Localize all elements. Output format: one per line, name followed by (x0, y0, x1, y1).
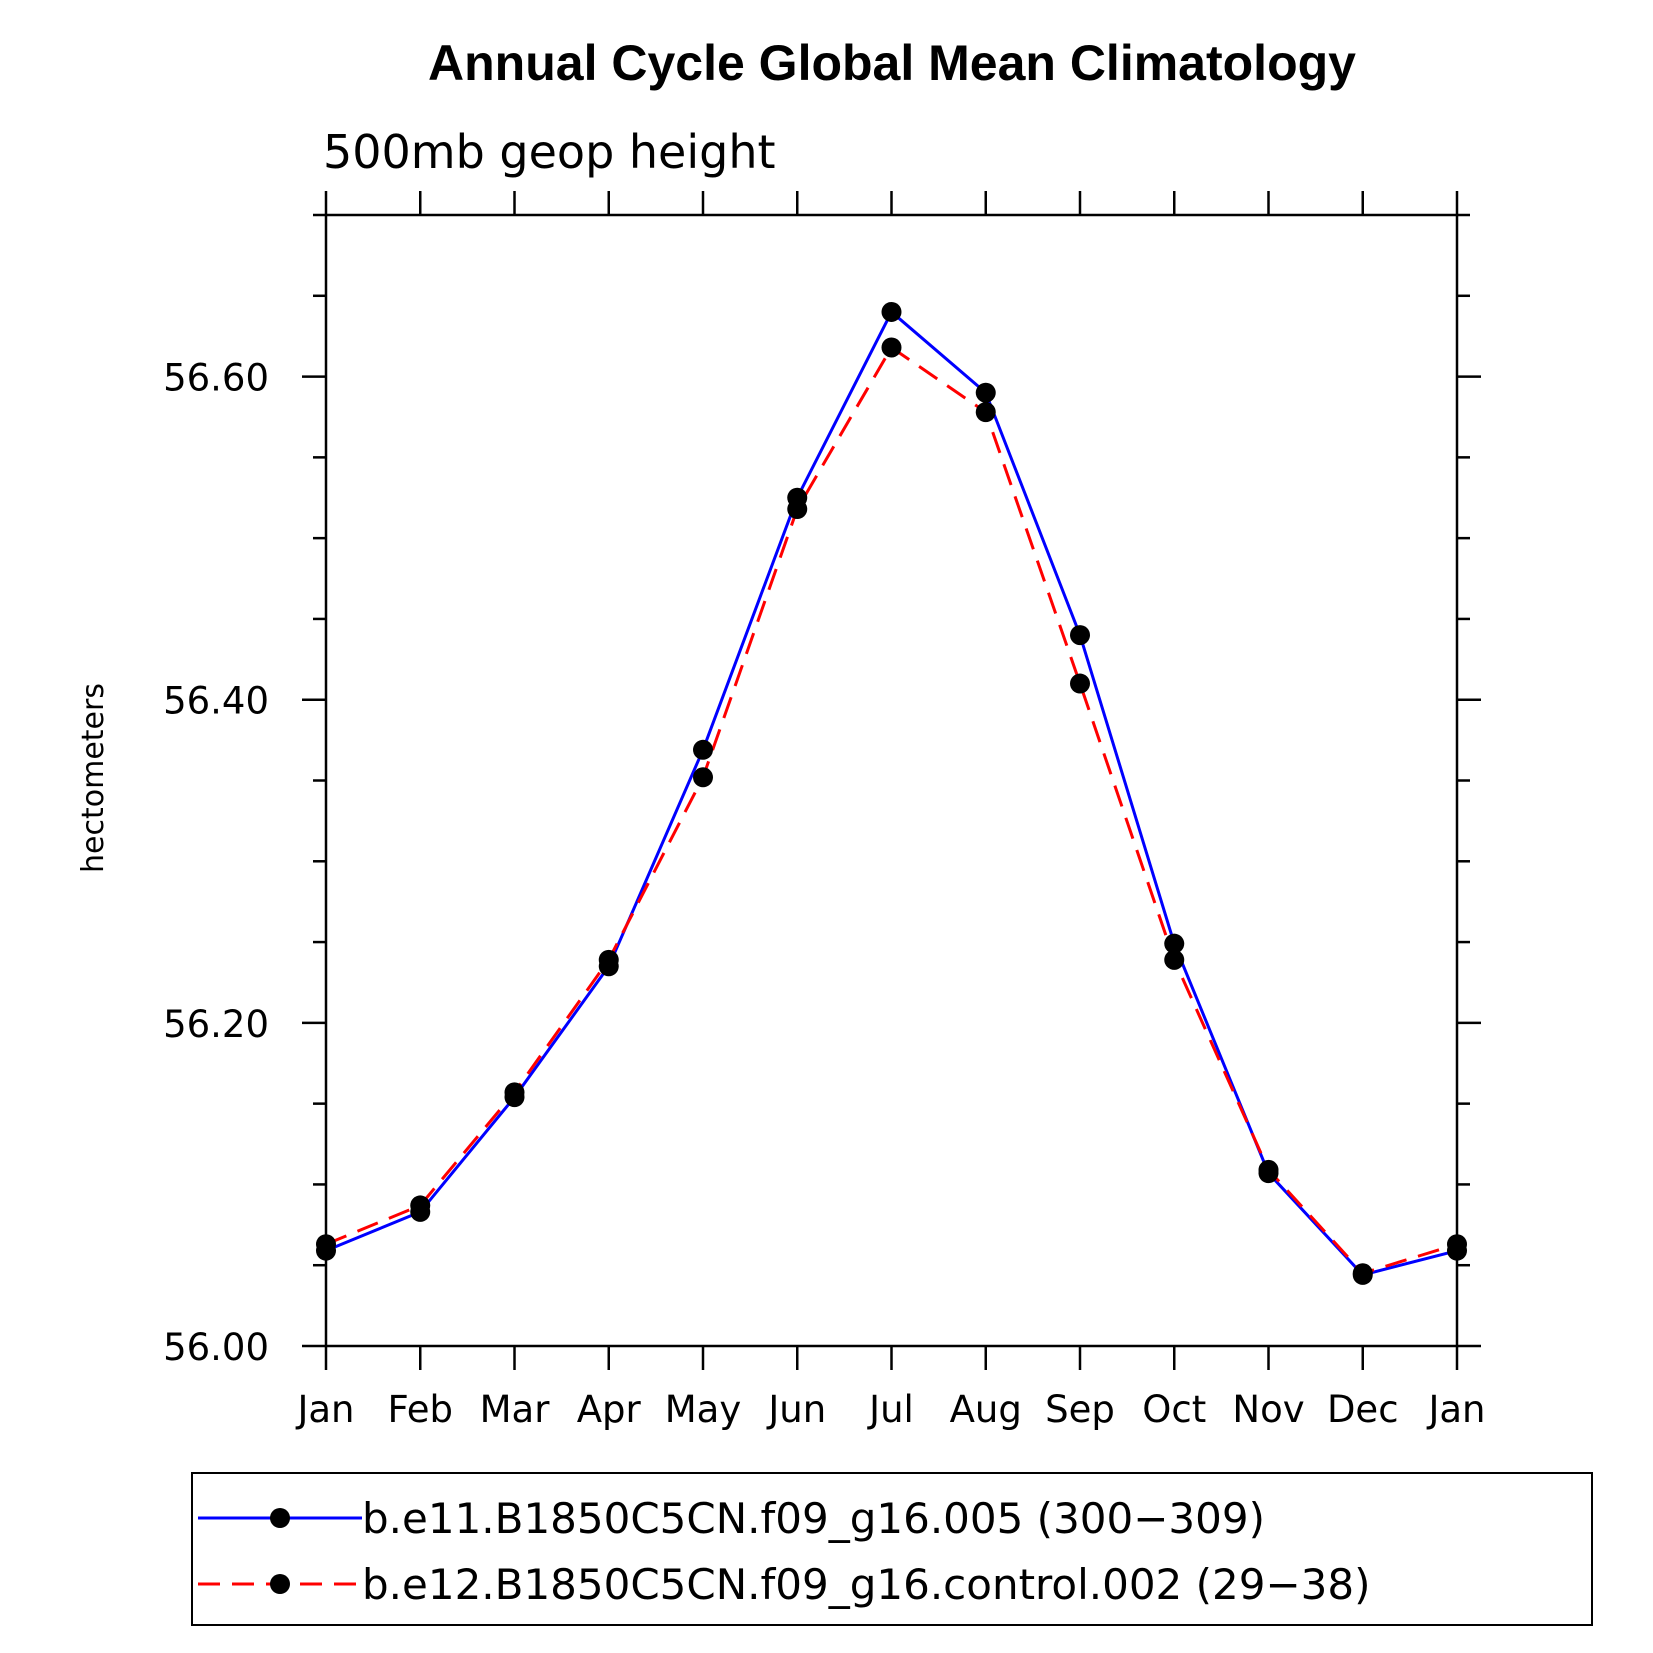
legend-marker-series-2 (270, 1574, 290, 1594)
x-tick-label: Jun (766, 1388, 826, 1431)
series-2-point (1352, 1263, 1373, 1284)
series-2-point (1070, 673, 1090, 694)
legend: b.e11.B1850C5CN.f09_g16.005 (300−309) b.… (191, 1472, 1593, 1626)
x-tick-label: May (665, 1388, 742, 1431)
series-2-point (598, 949, 619, 970)
series-2-point (693, 767, 713, 788)
y-tick-label: 56.40 (163, 680, 269, 723)
series-1-point (975, 382, 996, 403)
series-2-point (787, 499, 808, 520)
x-axis: Jan Feb Mar Apr May Jun Jul Aug Sep Oct Nov Dec Jan (295, 191, 1486, 1431)
x-tick-label: Oct (1142, 1388, 1206, 1431)
x-tick-label: Jul (867, 1388, 914, 1431)
series-layer (316, 301, 1467, 1285)
legend-box (191, 1472, 1593, 1626)
series-2-point (410, 1195, 431, 1216)
x-tick-label: Aug (950, 1388, 1022, 1431)
series-1-point (693, 739, 713, 760)
series-2-point (881, 337, 902, 358)
y-axis-label: hectometers (76, 683, 111, 873)
y-tick-label: 56.60 (163, 357, 269, 400)
series-1-point (1070, 625, 1090, 646)
y-axis: 56.00 56.20 56.40 56.60 (163, 213, 1481, 1369)
series-line-1 (325, 309, 1458, 1277)
chart-title: Annual Cycle Global Mean Climatology (428, 35, 1356, 91)
chart-subtitle: 500mb geop height (323, 125, 776, 179)
x-tick-label: Mar (480, 1388, 551, 1431)
series-2-point (1164, 949, 1185, 970)
legend-label-series-2: b.e12.B1850C5CN.f09_g16.control.002 (29−… (362, 1560, 1370, 1609)
series-2-point (504, 1082, 525, 1103)
legend-marker-series-1 (270, 1508, 290, 1528)
series-2-point (975, 402, 996, 423)
series-1-point (1164, 933, 1185, 954)
x-tick-label: Dec (1327, 1388, 1399, 1431)
plot-area (324, 213, 1459, 1348)
series-2-point (1447, 1234, 1467, 1255)
legend-label-series-1: b.e11.B1850C5CN.f09_g16.005 (300−309) (362, 1494, 1265, 1543)
x-tick-label: Apr (577, 1388, 642, 1431)
y-tick-label: 56.20 (163, 1003, 269, 1046)
x-tick-label: Jan (1426, 1388, 1485, 1431)
series-line-2 (325, 345, 1458, 1276)
y-tick-label: 56.00 (163, 1326, 269, 1369)
plot-border (324, 213, 1459, 1348)
x-tick-label: Sep (1045, 1388, 1115, 1431)
x-tick-label: Jan (295, 1388, 354, 1431)
series-2-point (1258, 1159, 1279, 1180)
x-tick-label: Feb (387, 1388, 453, 1431)
x-tick-label: Nov (1232, 1388, 1304, 1431)
series-1-point (881, 301, 902, 322)
series-2-point (316, 1234, 336, 1255)
